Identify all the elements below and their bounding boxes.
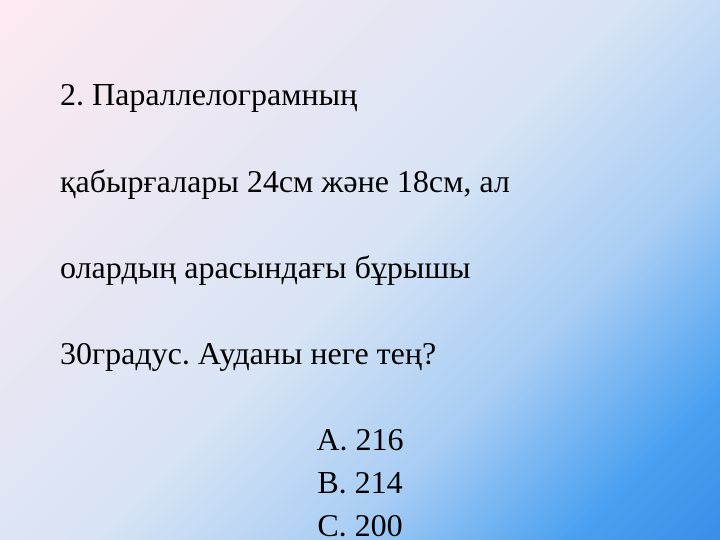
option-b-value: 214 — [355, 464, 403, 500]
option-c-value: 200 — [355, 507, 403, 540]
answer-options: A. 216 B. 214 C. 200 D. 116 — [60, 418, 660, 540]
question-line-4: 30градус. Ауданы неге тең? — [60, 335, 436, 371]
question-line-1: 2. Параллелограмның — [60, 76, 357, 112]
option-a: A. 216 — [60, 418, 660, 461]
question-line-3: олардың арасындағы бұрышы — [60, 249, 471, 285]
option-b: B. 214 — [60, 461, 660, 504]
option-c: C. 200 — [60, 504, 660, 540]
option-b-label: B. — [317, 464, 346, 500]
question-line-2: қабырғалары 24см және 18см, ал — [60, 163, 510, 199]
option-a-value: 216 — [356, 421, 404, 457]
slide-content: 2. Параллелограмның қабырғалары 24см жән… — [60, 30, 660, 540]
question-text: 2. Параллелограмның қабырғалары 24см жән… — [60, 30, 660, 376]
option-c-label: C. — [317, 507, 346, 540]
slide: 2. Параллелограмның қабырғалары 24см жән… — [0, 0, 720, 540]
option-a-label: A. — [316, 421, 347, 457]
